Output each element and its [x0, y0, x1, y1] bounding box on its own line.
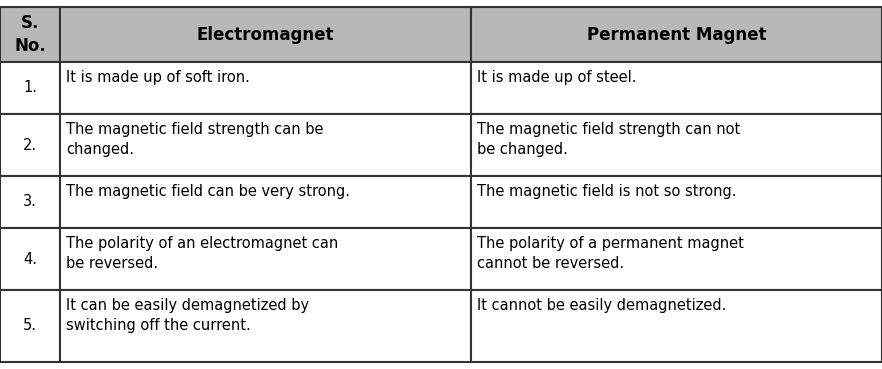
Bar: [0, 176, 60, 228]
Text: The magnetic field strength can be
changed.: The magnetic field strength can be chang…: [66, 122, 324, 158]
Text: The magnetic field can be very strong.: The magnetic field can be very strong.: [66, 184, 350, 199]
Bar: [471, 228, 882, 290]
Text: It can be easily demagnetized by
switching off the current.: It can be easily demagnetized by switchi…: [66, 298, 309, 334]
Text: Electromagnet: Electromagnet: [197, 25, 334, 44]
Bar: [471, 290, 882, 362]
Bar: [0, 62, 60, 114]
Bar: [0, 228, 60, 290]
Bar: [60, 7, 471, 62]
Bar: [60, 62, 471, 114]
Bar: [0, 290, 60, 362]
Text: S.
No.: S. No.: [14, 14, 46, 55]
Text: It is made up of steel.: It is made up of steel.: [477, 70, 637, 85]
Bar: [471, 176, 882, 228]
Text: It is made up of soft iron.: It is made up of soft iron.: [66, 70, 250, 85]
Text: 4.: 4.: [23, 252, 37, 266]
Bar: [471, 114, 882, 176]
Text: The magnetic field is not so strong.: The magnetic field is not so strong.: [477, 184, 736, 199]
Bar: [471, 62, 882, 114]
Bar: [60, 114, 471, 176]
Text: The magnetic field strength can not
be changed.: The magnetic field strength can not be c…: [477, 122, 740, 158]
Bar: [0, 7, 60, 62]
Text: 3.: 3.: [23, 194, 37, 210]
Text: The polarity of a permanent magnet
cannot be reversed.: The polarity of a permanent magnet canno…: [477, 236, 744, 272]
Bar: [60, 176, 471, 228]
Text: 5.: 5.: [23, 318, 37, 334]
Text: Permanent Magnet: Permanent Magnet: [587, 25, 766, 44]
Text: 2.: 2.: [23, 138, 37, 152]
Text: 1.: 1.: [23, 80, 37, 96]
Bar: [471, 7, 882, 62]
Text: It cannot be easily demagnetized.: It cannot be easily demagnetized.: [477, 298, 727, 313]
Bar: [60, 290, 471, 362]
Text: The polarity of an electromagnet can
be reversed.: The polarity of an electromagnet can be …: [66, 236, 339, 272]
Bar: [0, 114, 60, 176]
Bar: [60, 228, 471, 290]
